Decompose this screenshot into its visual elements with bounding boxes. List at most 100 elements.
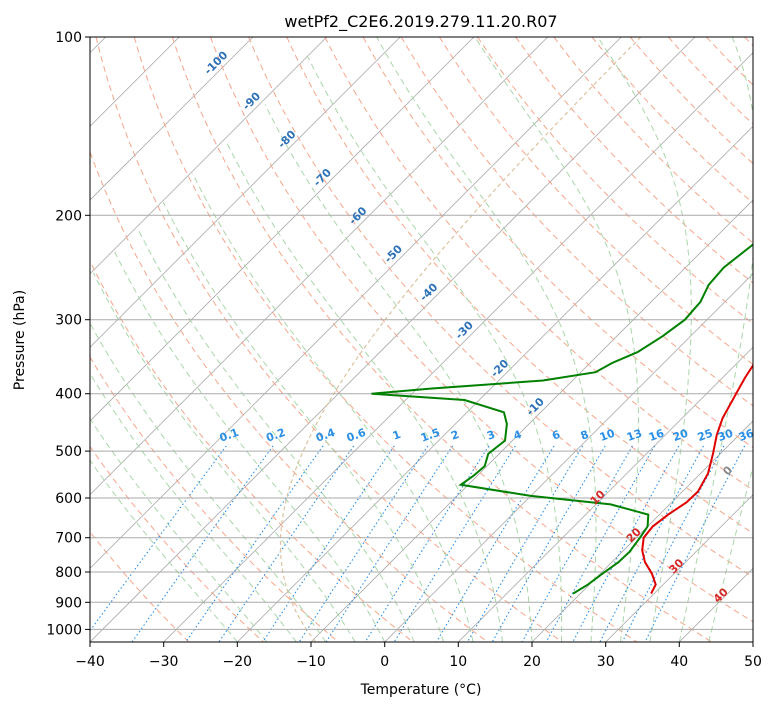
mixing-ratio-line — [325, 445, 454, 642]
y-tick-label: 200 — [55, 208, 82, 224]
isotherm-line — [310, 199, 753, 642]
mixing-ratio-label: 0.1 — [218, 426, 241, 445]
dry-adiabat-line — [706, 37, 753, 86]
mixing-ratio-label: 25 — [696, 427, 715, 444]
dry-adiabat-line — [248, 37, 753, 578]
x-axis-label: Temperature (°C) — [360, 682, 482, 698]
y-tick-label: 300 — [55, 313, 82, 329]
isotherm-line — [605, 494, 753, 642]
x-tick-label: −40 — [75, 654, 105, 670]
dry-adiabat-line — [90, 150, 488, 642]
x-tick-label: 0 — [380, 654, 389, 670]
moist-adiabat-line — [597, 37, 692, 642]
mixing-ratio-line — [90, 445, 227, 632]
isotherm-line — [90, 37, 254, 201]
dry-adiabat-label: -90 — [240, 89, 263, 112]
dry-adiabat-line — [744, 37, 753, 47]
mixing-ratio-label: 16 — [647, 426, 666, 444]
x-axis: −40 −30 −20 −10 0 10 20 30 40 50 — [75, 642, 762, 670]
dry-adiabat-label: -100 — [202, 48, 231, 77]
dry-adiabat-line — [133, 37, 638, 642]
chart-title: wetPf2_C2E6.2019.279.11.20.R07 — [284, 12, 557, 32]
dry-adiabat-label: -60 — [346, 204, 369, 227]
y-tick-label: 1000 — [46, 622, 82, 638]
y-axis-label: Pressure (hPa) — [12, 290, 28, 390]
plot-frame — [89, 36, 754, 643]
mixing-ratio-label: 20 — [671, 426, 690, 444]
mixing-ratio-line — [599, 445, 704, 642]
y-tick-label: 500 — [55, 444, 82, 460]
mixing-ratio-label: 6 — [550, 428, 562, 443]
isotherm-line — [90, 37, 548, 496]
mixing-ratio-line — [393, 445, 516, 642]
mixing-ratio-line — [364, 445, 490, 642]
x-tick-label: 50 — [744, 654, 762, 670]
isotherm-line — [531, 420, 753, 642]
y-tick-label: 400 — [55, 387, 82, 403]
mixing-ratio-line — [491, 445, 606, 642]
dry-adiabat-line — [591, 37, 753, 204]
x-tick-label: −10 — [296, 654, 326, 670]
x-tick-label: 10 — [449, 654, 467, 670]
y-tick-label: 800 — [55, 565, 82, 581]
mixing-ratio-line — [218, 445, 355, 642]
mixing-ratio-label: 8 — [579, 428, 591, 443]
dry-adiabat-label: -40 — [417, 280, 440, 303]
moist-adiabat-line — [678, 37, 753, 642]
isotherm-line — [163, 52, 753, 642]
isotherm-line — [90, 37, 622, 569]
mixing-ratio-label: 36 — [737, 426, 756, 444]
mixing-ratio-line — [262, 445, 395, 642]
moist-adiabat-line — [474, 37, 639, 642]
dry-adiabat-label: -10 — [524, 395, 547, 418]
pressure-grid — [90, 37, 753, 630]
dry-adiabat-line — [90, 531, 190, 642]
mixing-ratio-label: 3 — [485, 428, 497, 443]
mixing-ratio-label: 0.2 — [264, 426, 287, 445]
mixing-ratio-line — [644, 445, 746, 642]
moist-adiabat-line — [137, 227, 415, 642]
profile-lines — [371, 243, 753, 595]
moist-adiabat-line — [264, 104, 533, 642]
mixing-ratio-line — [545, 445, 656, 642]
dry-adiabat-label: -70 — [311, 166, 334, 189]
moist-adiabat-line — [92, 272, 356, 642]
mixing-ratio-label: 4 — [512, 428, 524, 443]
mixing-ratio-label: 10 — [598, 426, 617, 444]
dry-adiabat-line — [668, 37, 753, 125]
moist-adiabat-label: 20 — [624, 525, 644, 545]
isotherm-line — [90, 37, 696, 642]
moist-adiabat-line — [307, 56, 563, 642]
isotherm-line — [679, 567, 753, 642]
mixing-ratio-label: 30 — [716, 426, 735, 444]
x-tick-label: 30 — [597, 654, 615, 670]
y-tick-label: 700 — [55, 531, 82, 547]
moist-adiabat-line — [90, 459, 238, 642]
mixing-ratio-line — [572, 445, 680, 642]
mixing-ratio-line — [435, 445, 555, 642]
moist-adiabat-line — [192, 173, 474, 642]
dry-adiabat-line — [286, 37, 753, 534]
isotherm-line — [90, 37, 401, 348]
moist-adiabat-line — [113, 251, 386, 642]
dry-adiabat-line — [90, 356, 339, 642]
moist-adiabat-label: 30 — [666, 556, 686, 576]
moist-adiabat-line — [90, 372, 297, 642]
mixing-ratio-label: 2 — [449, 428, 461, 443]
y-tick-label: 900 — [55, 595, 82, 611]
mixing-ratio-line — [131, 445, 274, 642]
moist-adiabat-line — [90, 417, 268, 642]
x-tick-label: 20 — [523, 654, 541, 670]
mixing-ratio-line — [521, 445, 633, 642]
mixing-ratio-label: 1 — [391, 428, 403, 443]
y-tick-label: 100 — [55, 30, 82, 46]
isotherm-line — [752, 641, 753, 642]
dry-adiabat-line — [95, 37, 563, 642]
mixing-ratio-label: 0.4 — [314, 426, 337, 445]
x-tick-label: −30 — [149, 654, 179, 670]
dewpoint-profile-line — [371, 243, 753, 595]
dry-adiabat-label: -30 — [453, 318, 476, 341]
dry-adiabat-line — [90, 259, 414, 642]
mixing-ratio-label: 13 — [625, 427, 644, 444]
dry-adiabat-line — [438, 37, 753, 366]
